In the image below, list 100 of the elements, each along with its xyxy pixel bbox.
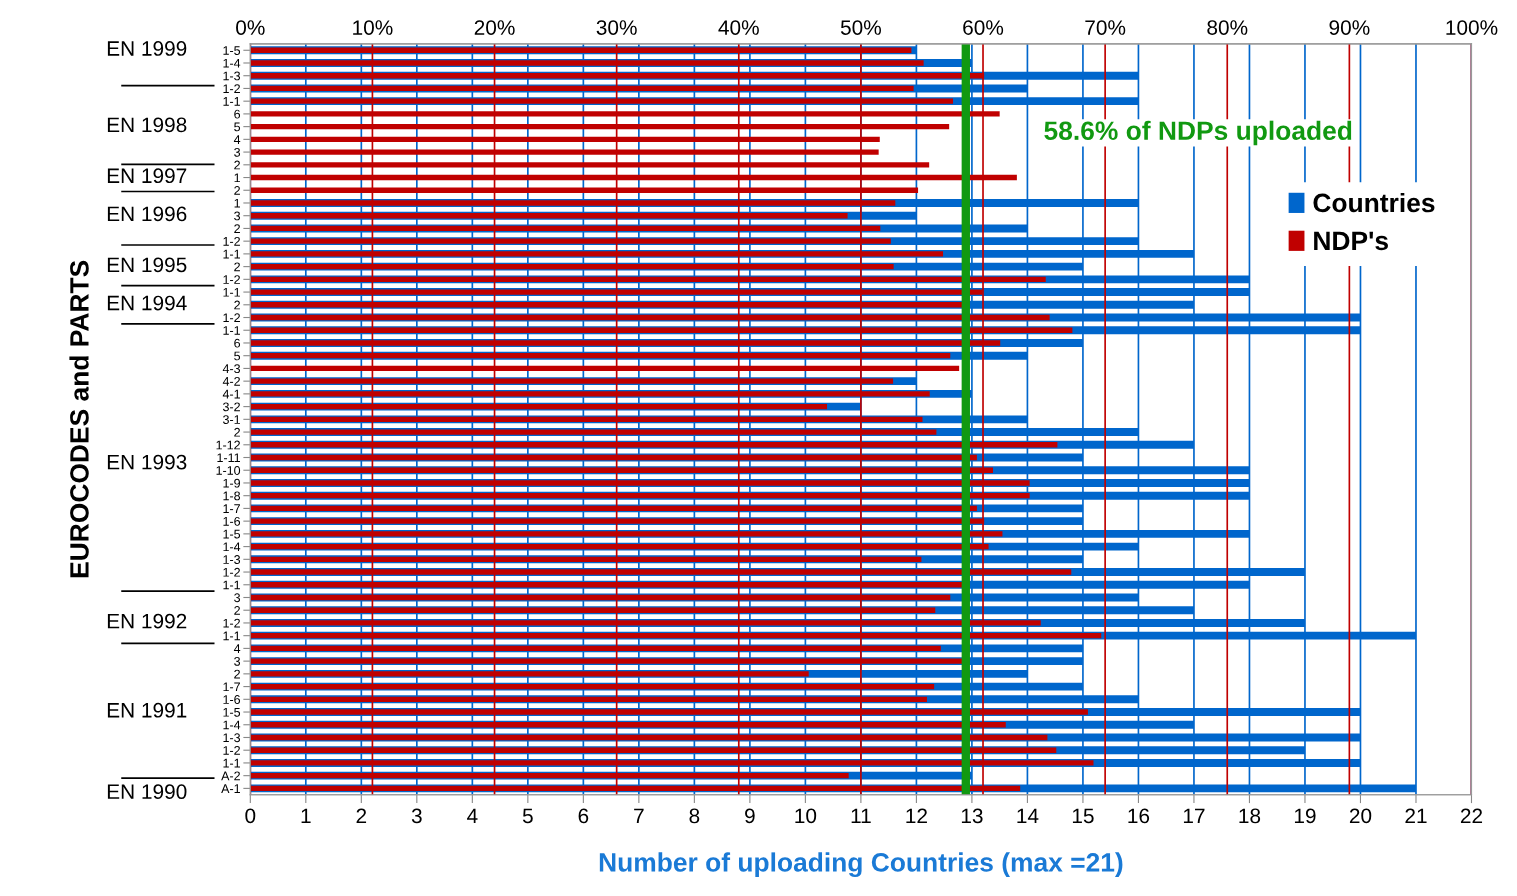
x-tick-label: 2 (356, 808, 367, 824)
y-tick-label: 3 (234, 593, 241, 603)
y-tick-label: 4-3 (222, 364, 241, 374)
x-tick-label: 5 (522, 808, 533, 824)
y-tick-label: 1-12 (216, 440, 240, 450)
x-tick-label: 0 (245, 808, 256, 824)
y-tick-label: 1-6 (223, 695, 241, 704)
x-tick-label: 19 (1294, 808, 1316, 824)
y-tick-label: 5 (234, 122, 241, 132)
x-tick-label: 16 (1128, 808, 1150, 824)
y-tick-label: 2 (234, 186, 240, 195)
y-tick-label: 1-5 (223, 529, 241, 539)
text: EN 1997 (107, 168, 187, 184)
y-tick-label: 1-2 (223, 746, 240, 755)
y-tick-label: 1-1 (223, 631, 240, 641)
legend-label: Countries (1313, 192, 1435, 213)
x-axis-title: Number of uploading Countries (max =21) (599, 852, 1123, 878)
x-tick-label: 4 (467, 808, 478, 824)
y-tick-label: 1-9 (223, 478, 240, 488)
x-tick-label: 10 (795, 808, 817, 824)
y-tick-label: 1-1 (223, 758, 240, 768)
y-tick-label: 1-7 (223, 504, 240, 513)
x2-tick-label: 20% (474, 20, 515, 35)
y-tick-label: 1-4 (223, 58, 241, 68)
y-tick-label: 1-2 (223, 313, 240, 323)
y-tick-label: 1-1 (223, 249, 240, 259)
x2-tick-label: 70% (1085, 20, 1126, 35)
y-tick-label: 1-2 (223, 275, 240, 284)
text: EN 1990 (107, 784, 187, 800)
y-tick-label: 1-3 (223, 733, 241, 743)
y-tick-label: 1-1 (223, 97, 240, 106)
y-tick-label: 2 (234, 262, 240, 272)
y-tick-label: 1-5 (223, 46, 241, 55)
x-tick-label: 12 (906, 808, 927, 824)
x-tick-label: 17 (1183, 808, 1205, 824)
y-tick-label: 3-1 (222, 415, 240, 424)
text: EN 1992 (107, 613, 187, 629)
y-tick-label: 2 (234, 224, 240, 233)
y-tick-label: 1-3 (223, 555, 241, 564)
y-tick-label: 1-2 (223, 618, 240, 628)
y-tick-label: 2 (234, 160, 240, 170)
y-tick-label: 1-2 (223, 84, 240, 93)
y-tick-label: 1-6 (223, 516, 241, 526)
x2-tick-label: 30% (596, 20, 637, 35)
ref-line-label: 58.6% of NDPs uploaded (1044, 120, 1352, 146)
y-tick-label: 1 (234, 198, 240, 208)
y-tick-label: 3 (234, 211, 241, 221)
legend-label: NDP's (1314, 231, 1388, 251)
x2-tick-label: 90% (1329, 20, 1370, 35)
x2-tick-label: 0% (236, 20, 265, 35)
y-tick-label: 1-1 (223, 580, 240, 590)
x-tick-label: 18 (1239, 808, 1261, 824)
y-tick-label: 2 (234, 300, 240, 310)
y-tick-label: 1-4 (223, 542, 241, 552)
x2-tick-label: 10% (353, 20, 393, 35)
y-tick-label: 1-4 (223, 720, 241, 730)
x-tick-label: 13 (961, 808, 983, 824)
x2-tick-label: 80% (1207, 20, 1248, 35)
x-tick-label: 15 (1072, 808, 1094, 824)
y-tick-label: 1-3 (223, 71, 241, 81)
y-tick-label: 1-7 (223, 682, 240, 692)
y-tick-label: 3 (234, 656, 241, 666)
text: EN 1996 (107, 206, 187, 222)
y-tick-label: 6 (234, 338, 241, 348)
x-tick-label: 14 (1017, 808, 1039, 824)
y-tick-label: 1-11 (217, 453, 240, 463)
y-tick-label: 1-8 (223, 491, 241, 501)
x-tick-label: 11 (851, 808, 871, 824)
text: EN 1995 (107, 257, 187, 273)
y-tick-label: 2 (234, 606, 240, 615)
x2-tick-label: 50% (840, 20, 882, 35)
y-tick-label: 4-1 (222, 389, 240, 399)
x-tick-label: 20 (1349, 808, 1372, 824)
x-tick-label: 22 (1460, 808, 1483, 824)
y-tick-label: 4-2 (222, 376, 240, 386)
y-tick-label: 1-5 (223, 707, 241, 717)
x2-tick-label: 100% (1446, 20, 1498, 35)
y-tick-label: 1-2 (223, 567, 240, 577)
x-tick-label: 9 (745, 808, 755, 824)
y-tick-label: 1-2 (223, 236, 240, 246)
text: EN 1999 (107, 41, 187, 56)
x2-tick-label: 60% (963, 20, 1004, 35)
x2-tick-label: 40% (718, 20, 759, 35)
text: EN 1994 (107, 295, 187, 311)
y-tick-label: 5 (234, 351, 241, 361)
y-tick-label: 3 (234, 147, 241, 157)
y-tick-label: 4 (233, 135, 241, 144)
x-tick-label: 6 (578, 808, 589, 824)
y-tick-label: 3-2 (222, 402, 240, 412)
x-tick-label: 7 (634, 808, 644, 824)
y-tick-label: 1-1 (223, 326, 240, 335)
y-tick-label: 6 (234, 109, 241, 119)
y-tick-label: A-2 (221, 771, 240, 781)
y-tick-label: 2 (234, 427, 240, 437)
text: EN 1991 (107, 702, 187, 718)
x-tick-label: 3 (411, 808, 422, 824)
y-tick-label: 1 (234, 173, 240, 183)
y-tick-label: 2 (234, 669, 240, 679)
y-axis-title: EUROCODES and PARTS (69, 260, 89, 578)
x-tick-label: 21 (1405, 808, 1427, 824)
